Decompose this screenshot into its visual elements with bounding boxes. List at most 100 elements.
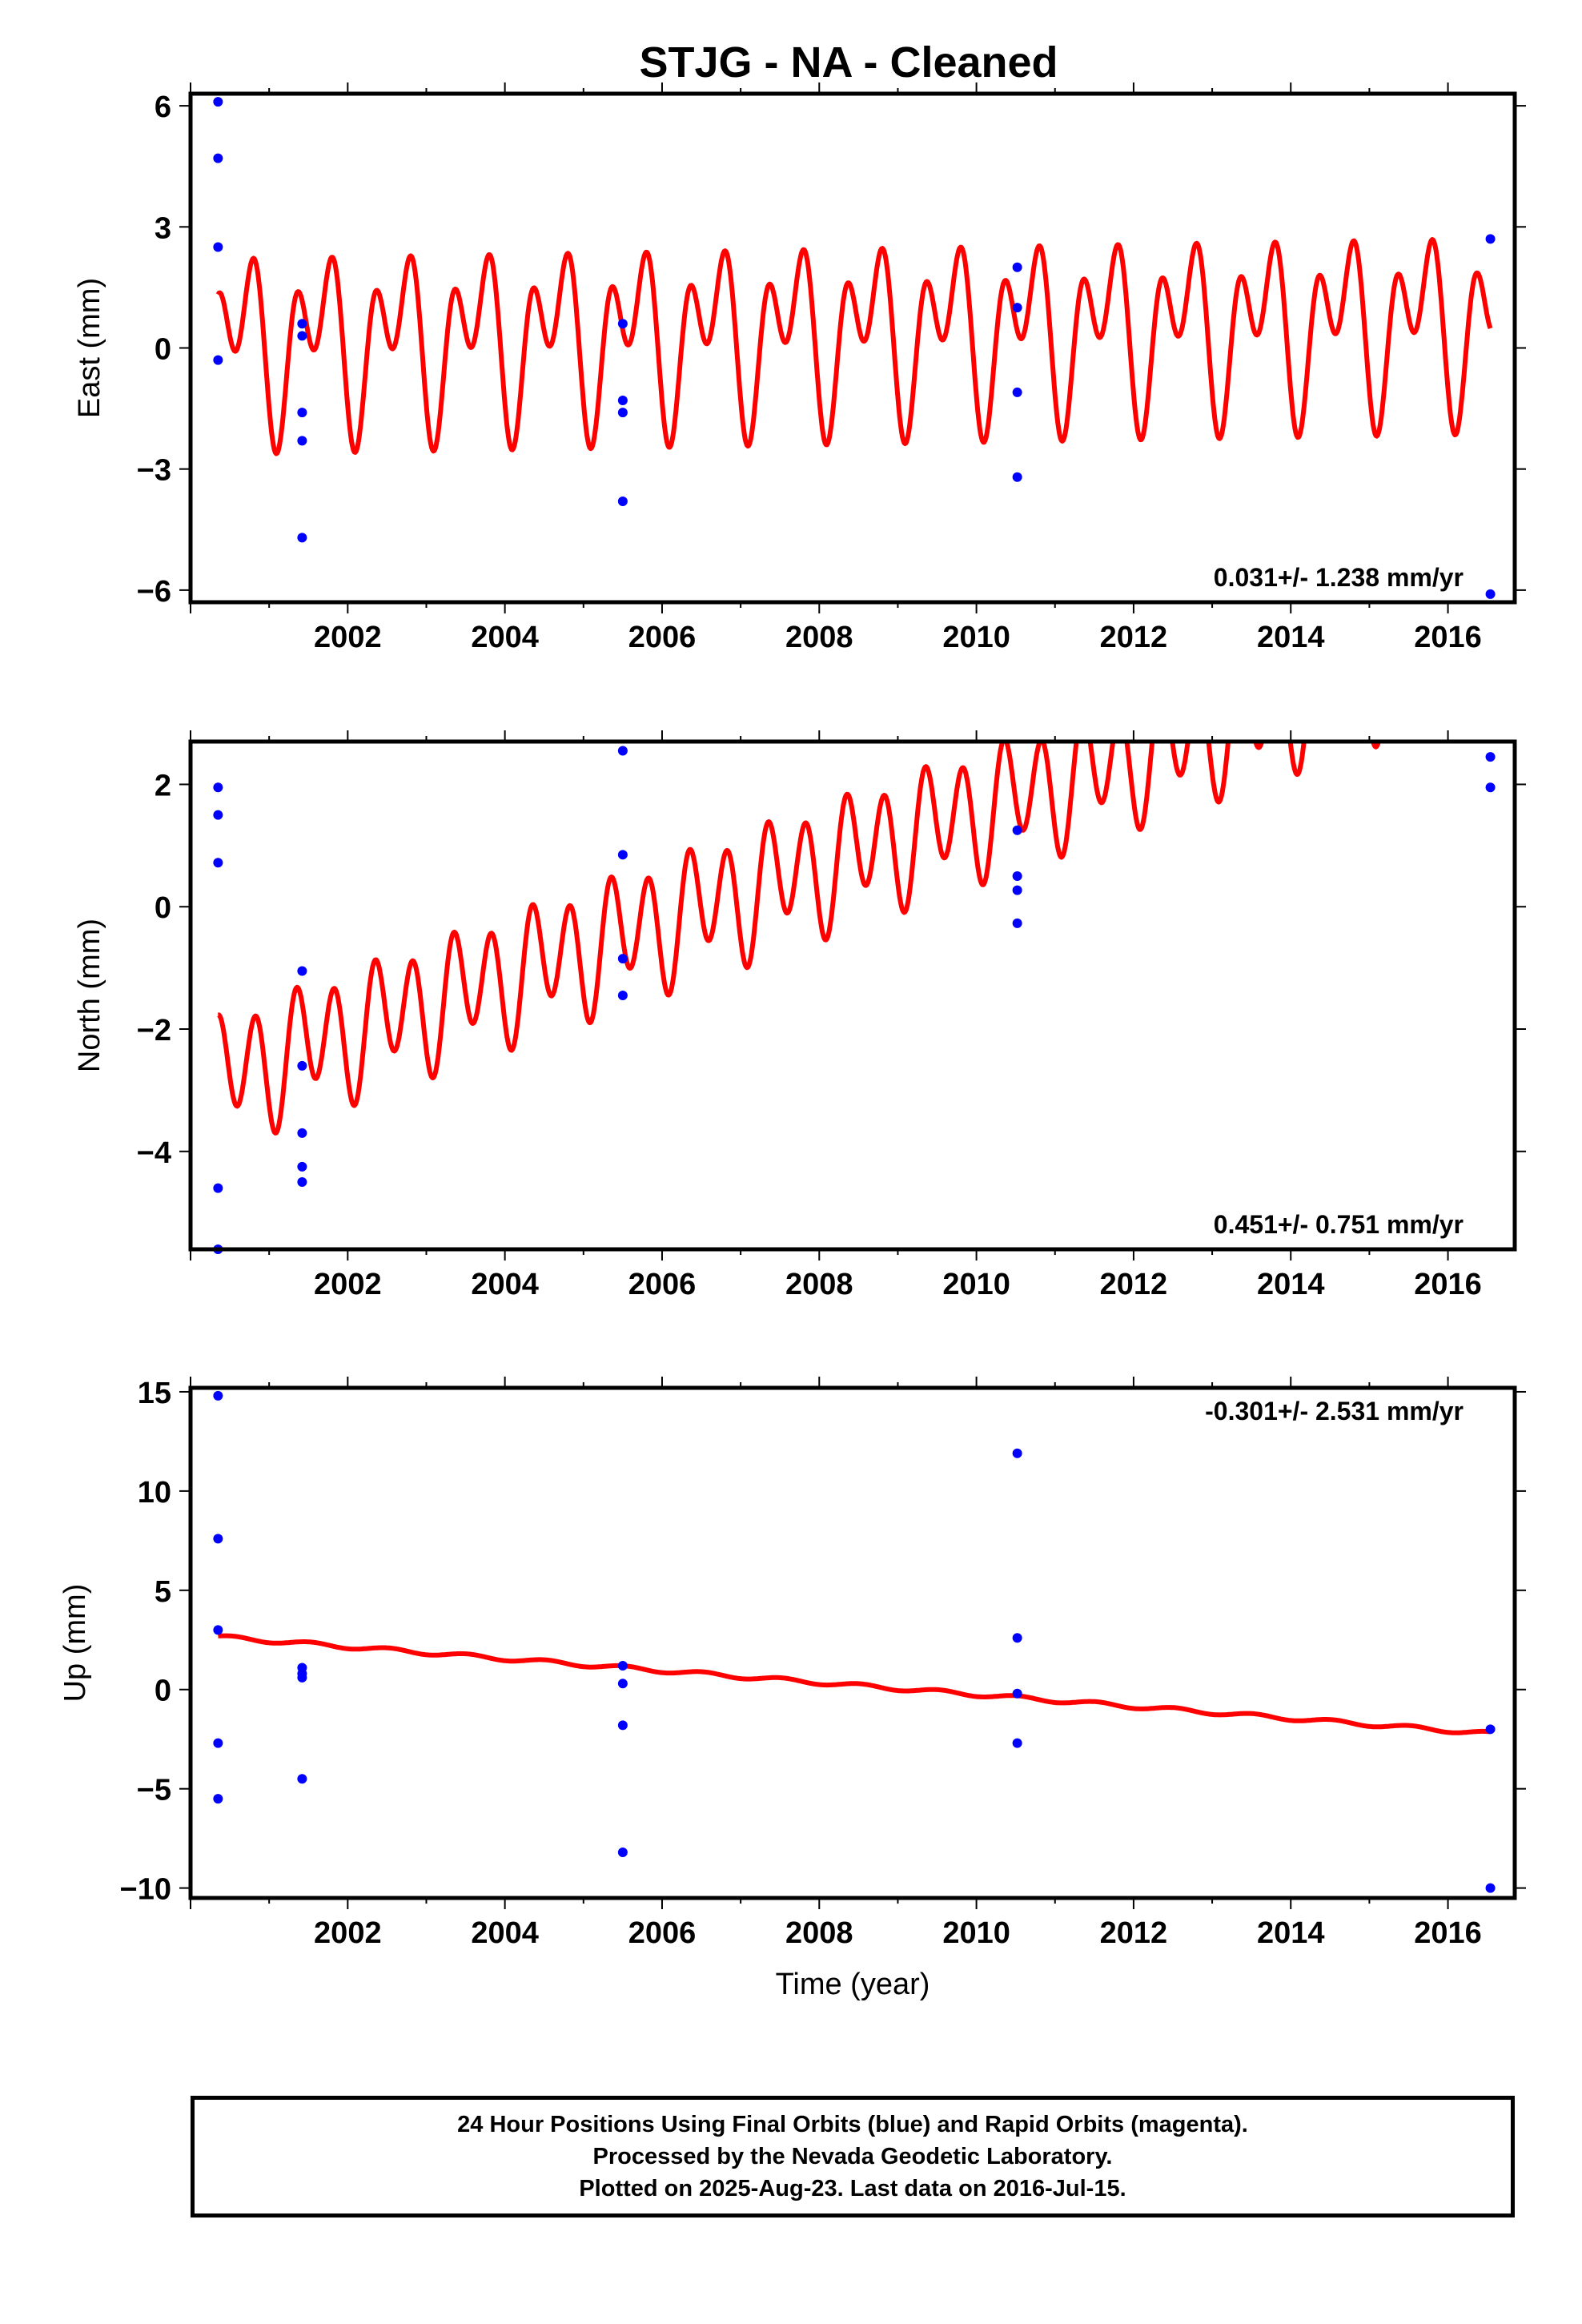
observation-point (617, 991, 628, 1000)
observation-point (213, 355, 223, 365)
x-tick-label: 2010 (942, 1268, 1010, 1301)
observation-point (297, 1774, 307, 1784)
panel-north: 2002 2004 2006 2008 2010 2012 2014 2016 −4 −2 0 2 No… (73, 730, 1526, 1301)
x-tick-label: 2002 (314, 1268, 382, 1301)
observation-point (1012, 825, 1022, 835)
observation-point (213, 242, 223, 252)
footer-line-1: 24 Hour Positions Using Final Orbits (bl… (457, 2112, 1248, 2137)
y-axis-label: North (mm) (73, 919, 106, 1072)
y-axis-label: East (mm) (73, 278, 106, 418)
observation-point (1012, 871, 1022, 882)
x-tick-label: 2010 (942, 1916, 1010, 1950)
observation-point (297, 966, 307, 976)
observation-point (213, 1390, 223, 1401)
y-tick-label: −3 (137, 454, 171, 488)
model-curve-up (216, 1633, 1492, 1735)
observation-point (1012, 472, 1022, 482)
y-tick-label: 6 (155, 90, 171, 124)
observation-point (617, 1661, 628, 1671)
x-axis-label: Time (year) (776, 1968, 930, 2001)
observation-point (617, 408, 628, 418)
y-tick-label: 10 (138, 1476, 171, 1510)
observation-point (213, 153, 223, 163)
model-curve-east (215, 237, 1493, 456)
footer-line-3: Plotted on 2025-Aug-23. Last data on 201… (579, 2176, 1126, 2201)
x-tick-label: 2016 (1414, 621, 1482, 654)
footer-line-2: Processed by the Nevada Geodetic Laborat… (592, 2144, 1113, 2169)
x-tick-label: 2004 (471, 1916, 539, 1950)
observation-point (297, 1060, 307, 1071)
x-tick-label: 2016 (1414, 1916, 1482, 1950)
observation-point (213, 1794, 223, 1804)
model-curve-north (216, 742, 1381, 1136)
observation-point (213, 858, 223, 868)
observation-point (1012, 918, 1022, 928)
observation-point (297, 331, 307, 341)
rate-annotation: -0.301+/- 2.531 mm/yr (1205, 1397, 1464, 1425)
y-tick-label: −2 (137, 1014, 171, 1047)
y-tick-label: −4 (137, 1136, 171, 1170)
observation-point (617, 1679, 628, 1689)
observation-point (1012, 262, 1022, 272)
observation-point (297, 408, 307, 418)
observation-point (213, 1738, 223, 1748)
observation-point (1012, 1448, 1022, 1458)
observation-point (1485, 782, 1496, 793)
x-tick-label: 2008 (785, 1268, 853, 1301)
x-tick-label: 2008 (785, 1916, 853, 1950)
x-tick-label: 2010 (942, 621, 1010, 654)
observation-point (213, 782, 223, 793)
observation-point (1012, 387, 1022, 397)
x-tick-label: 2004 (471, 621, 539, 654)
x-tick-label: 2008 (785, 621, 853, 654)
observation-point (1485, 589, 1496, 599)
observation-point (617, 1847, 628, 1857)
observation-point (617, 850, 628, 860)
rate-annotation: 0.451+/- 0.751 mm/yr (1214, 1210, 1464, 1239)
observation-point (213, 97, 223, 107)
observation-point (297, 1128, 307, 1138)
observation-point (617, 396, 628, 406)
plot-frame (188, 1385, 1517, 1900)
observation-point (297, 533, 307, 543)
observation-point (1485, 752, 1496, 762)
observation-point (297, 1161, 307, 1172)
observation-point (213, 810, 223, 820)
y-tick-label: −6 (137, 575, 171, 609)
y-tick-label: 15 (138, 1377, 171, 1410)
footer-caption: 24 Hour Positions Using Final Orbits (bl… (191, 2096, 1515, 2217)
observation-point (213, 1183, 223, 1193)
x-tick-label: 2012 (1100, 1916, 1168, 1950)
x-tick-label: 2014 (1257, 1916, 1325, 1950)
observation-point (617, 746, 628, 756)
observation-point (617, 954, 628, 964)
observation-point (617, 319, 628, 329)
observation-point (297, 436, 307, 446)
x-tick-label: 2006 (628, 1268, 697, 1301)
x-tick-label: 2012 (1100, 1268, 1168, 1301)
observation-point (1485, 234, 1496, 244)
observation-point (1485, 1724, 1496, 1735)
panel-up: 2002 2004 2006 2008 2010 2012 2014 2016 −10 −5 0 5 1… (58, 1377, 1526, 2001)
y-tick-label: 3 (155, 211, 171, 245)
plot-frame (188, 739, 1517, 1252)
x-tick-label: 2014 (1257, 621, 1325, 654)
observation-point (1012, 1688, 1022, 1699)
x-tick-label: 2006 (628, 621, 697, 654)
observation-point (617, 1720, 628, 1731)
y-tick-label: 2 (155, 769, 171, 802)
y-axis-label: Up (mm) (58, 1584, 92, 1703)
plot-frame (188, 91, 1517, 605)
observation-point (617, 497, 628, 507)
y-tick-label: 5 (155, 1575, 171, 1609)
observation-point (1012, 1738, 1022, 1748)
y-tick-label: 0 (155, 891, 171, 925)
y-tick-label: −10 (120, 1873, 171, 1907)
x-tick-label: 2016 (1414, 1268, 1482, 1301)
chart-title: STJG - NA - Cleaned (639, 38, 1058, 86)
observation-point (213, 1625, 223, 1635)
y-tick-label: −5 (137, 1774, 171, 1807)
x-tick-label: 2014 (1257, 1268, 1325, 1301)
x-tick-label: 2006 (628, 1916, 697, 1950)
